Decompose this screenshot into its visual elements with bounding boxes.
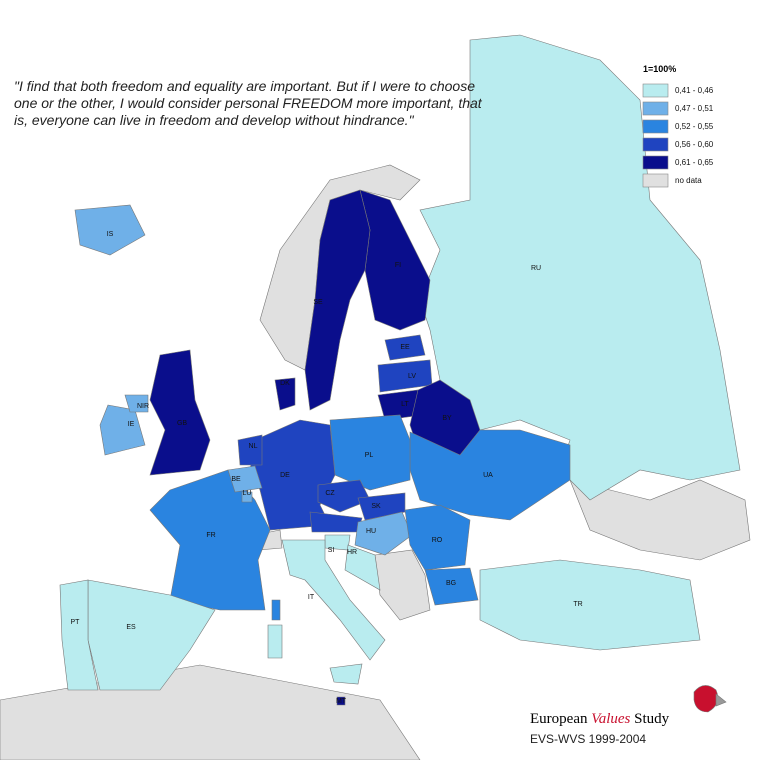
- legend: 1=100% 0,41 - 0,46 0,47 - 0,51 0,52 - 0,55…: [642, 64, 714, 188]
- country-label: LT: [401, 401, 409, 408]
- brand-part: European: [530, 711, 588, 727]
- legend-label: no data: [675, 176, 702, 185]
- legend-swatch: [642, 119, 669, 134]
- country: [274, 377, 296, 411]
- brand-part: Study: [634, 711, 670, 727]
- brand-part: Values: [591, 711, 630, 727]
- country-label: LV: [408, 373, 416, 380]
- country: [237, 434, 263, 466]
- country-label: DK: [280, 380, 290, 387]
- country: [267, 624, 283, 659]
- country-label: TR: [573, 601, 582, 608]
- country-label: IS: [107, 231, 114, 238]
- country-label: UA: [483, 472, 493, 479]
- country-labels: RU FI SE EE LV LT BY UA PL DE CZ SK HU R…: [71, 231, 583, 705]
- country-label: PL: [365, 452, 374, 459]
- country: [317, 479, 371, 513]
- country: [281, 539, 386, 661]
- quote: "I find that both freedom and equality a…: [14, 78, 482, 128]
- country: [227, 465, 263, 493]
- country-label: BE: [231, 476, 241, 483]
- legend-swatch: [642, 101, 669, 116]
- country: [354, 511, 413, 556]
- country: [424, 567, 479, 606]
- country-label: PT: [71, 619, 81, 626]
- source: EVS-WVS 1999-2004: [530, 732, 646, 746]
- country: [149, 349, 211, 476]
- country-label: BY: [442, 415, 452, 422]
- country: [149, 469, 271, 611]
- country: [329, 663, 363, 685]
- countries: [59, 34, 741, 706]
- country-label: ES: [126, 624, 136, 631]
- country: [124, 394, 149, 413]
- country: [271, 599, 281, 621]
- country-label: IT: [308, 594, 315, 601]
- legend-label: 0,61 - 0,65: [675, 158, 714, 167]
- country-label: EE: [400, 344, 410, 351]
- country: [479, 559, 701, 651]
- legend-label: 0,47 - 0,51: [675, 104, 714, 113]
- country-label: DE: [280, 472, 290, 479]
- legend-title: 1=100%: [643, 64, 676, 74]
- country: [404, 504, 471, 571]
- country-label: CZ: [325, 490, 335, 497]
- country-label: FI: [395, 262, 401, 269]
- country: [309, 511, 363, 533]
- country: [74, 204, 146, 256]
- balkans: [374, 549, 431, 621]
- country: [99, 404, 146, 456]
- country-label: RO: [432, 537, 443, 544]
- logo-accent: [715, 693, 727, 707]
- legend-label: 0,52 - 0,55: [675, 122, 714, 131]
- country: [359, 189, 431, 331]
- legend-swatch: [642, 137, 669, 152]
- country-label: SK: [371, 503, 381, 510]
- legend-label: 0,56 - 0,60: [675, 140, 714, 149]
- country-label: LU: [243, 490, 252, 497]
- legend-label: 0,41 - 0,46: [675, 86, 714, 95]
- country-label: NL: [249, 443, 258, 450]
- country-label: BG: [446, 580, 456, 587]
- country: [59, 579, 99, 691]
- country-label: HR: [347, 549, 357, 556]
- country-label: GB: [177, 420, 187, 427]
- country: [241, 491, 253, 503]
- country: [304, 189, 371, 411]
- country-label: IE: [128, 421, 135, 428]
- country-label: NIR: [137, 403, 149, 410]
- country-label: FR: [206, 532, 215, 539]
- caucasus: [569, 479, 751, 561]
- country: [409, 429, 571, 521]
- country-label: RU: [531, 265, 541, 272]
- legend-swatch: [642, 155, 669, 170]
- country-label: MT: [336, 698, 347, 705]
- country: [344, 544, 381, 591]
- country-label: HU: [366, 528, 376, 535]
- footer-bg: [528, 700, 760, 760]
- legend-swatch: [642, 83, 669, 98]
- legend-swatch: [642, 173, 669, 188]
- country: [384, 334, 426, 361]
- brand: European Values Study: [530, 711, 670, 727]
- country-label: SI: [328, 547, 335, 554]
- country: [87, 579, 216, 691]
- country: [336, 696, 346, 706]
- country-label: SE: [313, 299, 323, 306]
